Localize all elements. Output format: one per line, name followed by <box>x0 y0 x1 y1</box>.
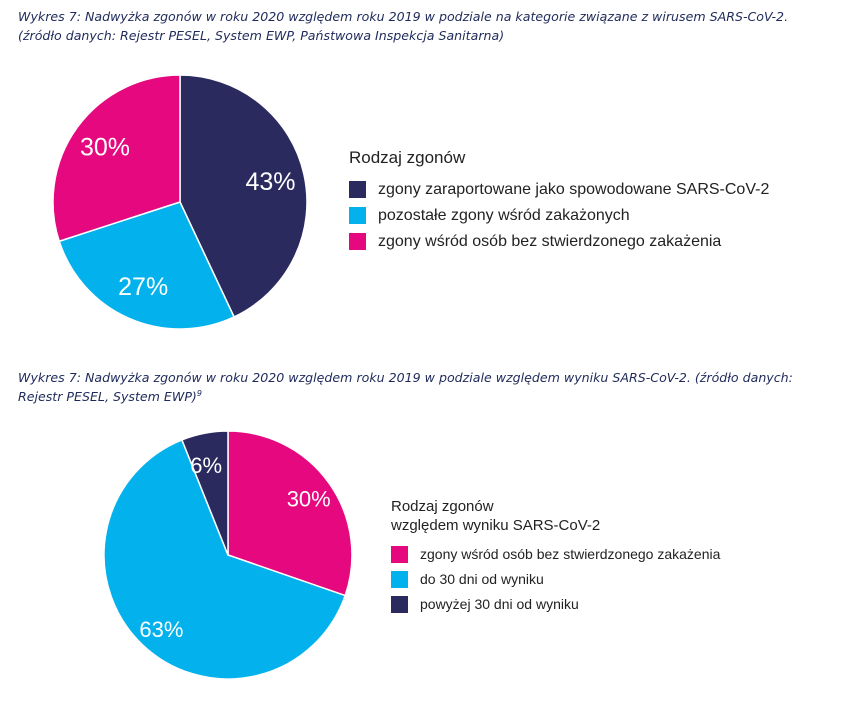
chart1-caption: Wykres 7: Nadwyżka zgonów w roku 2020 wz… <box>18 7 788 45</box>
pie-slice <box>52 74 181 242</box>
pie-slice <box>58 201 235 330</box>
pie-slice-label: 27% <box>118 273 168 301</box>
chart1-legend-swatch <box>349 207 366 224</box>
pie-slice <box>181 430 229 556</box>
chart1-legend-label: pozostałe zgony wśród zakażonych <box>378 206 630 224</box>
chart2-legend-label: powyżej 30 dni od wyniku <box>420 596 579 612</box>
chart1-legend-swatch <box>349 233 366 250</box>
chart1-legend-swatch <box>349 181 366 198</box>
chart1-legend: Rodzaj zgonów zgony zaraportowane jako s… <box>349 148 769 258</box>
chart1-legend-item: zgony zaraportowane jako spowodowane SAR… <box>349 180 769 199</box>
chart2-caption-line2-text: Rejestr PESEL, System EWP) <box>18 389 197 404</box>
pie-slice-label: 6% <box>190 453 222 478</box>
chart2-legend-swatch <box>391 595 408 613</box>
pie-slice <box>179 74 308 318</box>
chart1-legend-item: zgony wśród osób bez stwierdzonego zakaż… <box>349 232 769 251</box>
chart1-legend-item: pozostałe zgony wśród zakażonych <box>349 206 769 225</box>
chart2-legend: Rodzaj zgonów względem wyniku SARS-CoV-2… <box>391 497 720 620</box>
chart2-legend-swatch <box>391 570 408 588</box>
chart2-legend-title-line2: względem wyniku SARS-CoV-2 <box>391 517 601 534</box>
pie-slice <box>103 439 346 680</box>
chart2-caption-line1: Wykres 7: Nadwyżka zgonów w roku 2020 wz… <box>18 370 793 385</box>
chart2-caption: Wykres 7: Nadwyżka zgonów w roku 2020 wz… <box>18 368 793 406</box>
chart2-legend-item: zgony wśród osób bez stwierdzonego zakaż… <box>391 545 720 563</box>
chart2-legend-item: do 30 dni od wyniku <box>391 570 720 588</box>
chart2-legend-label: do 30 dni od wyniku <box>420 571 544 587</box>
pie-slice-label: 30% <box>80 134 130 162</box>
chart2-legend-item: powyżej 30 dni od wyniku <box>391 595 720 613</box>
pie-slice-label: 43% <box>245 168 295 196</box>
chart2-caption-line2: Rejestr PESEL, System EWP)9 <box>18 387 793 406</box>
chart2-legend-label: zgony wśród osób bez stwierdzonego zakaż… <box>420 546 721 562</box>
chart2-legend-title: Rodzaj zgonów względem wyniku SARS-CoV-2 <box>391 497 720 535</box>
chart2-legend-title-line1: Rodzaj zgonów <box>391 498 494 515</box>
pie-slice-label: 63% <box>139 617 183 642</box>
pie-slice <box>227 430 353 597</box>
chart1-legend-label: zgony zaraportowane jako spowodowane SAR… <box>378 180 770 198</box>
chart1-legend-label: zgony wśród osób bez stwierdzonego zakaż… <box>378 232 722 250</box>
footnote-marker: 9 <box>196 388 202 398</box>
chart2-legend-swatch <box>391 545 408 563</box>
chart1-caption-line2: (źródło danych: Rejestr PESEL, System EW… <box>18 28 505 43</box>
chart1-legend-title: Rodzaj zgonów <box>349 148 466 167</box>
chart1-caption-line1: Wykres 7: Nadwyżka zgonów w roku 2020 wz… <box>18 9 789 24</box>
pie-slice-label: 30% <box>287 487 331 512</box>
